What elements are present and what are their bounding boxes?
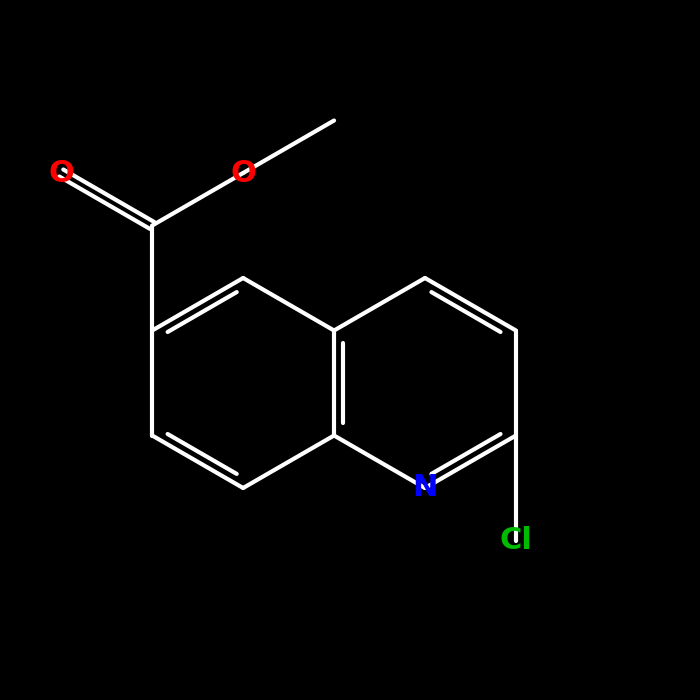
Text: N: N — [412, 473, 438, 503]
Text: Cl: Cl — [500, 526, 533, 555]
Text: O: O — [230, 158, 256, 188]
Text: O: O — [48, 158, 74, 188]
